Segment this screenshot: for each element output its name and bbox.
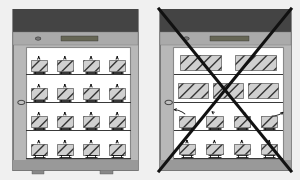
Circle shape — [183, 37, 189, 40]
Bar — [261, 144, 278, 154]
Bar — [13, 32, 138, 46]
Bar — [83, 60, 99, 71]
Bar — [233, 144, 250, 154]
Bar — [248, 83, 278, 98]
Bar — [173, 47, 283, 159]
Bar — [31, 116, 46, 127]
Bar — [83, 144, 99, 154]
Bar — [179, 144, 195, 154]
Bar — [13, 9, 138, 170]
Bar — [206, 116, 223, 127]
Bar — [100, 170, 113, 174]
Bar — [109, 116, 125, 127]
Bar — [261, 116, 278, 127]
Bar — [26, 47, 130, 159]
Bar — [31, 60, 46, 71]
Bar — [213, 83, 243, 98]
Bar — [12, 9, 138, 171]
Circle shape — [165, 100, 172, 105]
Bar — [83, 116, 99, 127]
Bar — [57, 116, 73, 127]
Circle shape — [18, 100, 25, 105]
Bar — [31, 88, 46, 99]
Bar — [235, 55, 276, 70]
Bar — [160, 32, 291, 46]
Bar — [83, 88, 99, 99]
Bar — [160, 160, 291, 170]
Bar — [206, 144, 223, 154]
Bar — [32, 170, 44, 174]
Bar — [61, 36, 98, 41]
Bar — [159, 9, 291, 171]
Bar — [109, 88, 125, 99]
Bar — [178, 83, 208, 98]
Bar — [233, 116, 250, 127]
Bar — [180, 55, 221, 70]
Bar — [109, 60, 125, 71]
Bar — [13, 160, 138, 170]
Bar — [179, 116, 195, 127]
Bar — [57, 88, 73, 99]
Bar — [160, 9, 291, 32]
Bar — [109, 144, 125, 154]
Bar — [13, 9, 138, 32]
Bar — [210, 36, 249, 41]
Bar — [160, 9, 291, 170]
Bar — [31, 144, 46, 154]
Bar — [57, 144, 73, 154]
Bar — [57, 60, 73, 71]
Circle shape — [35, 37, 41, 40]
